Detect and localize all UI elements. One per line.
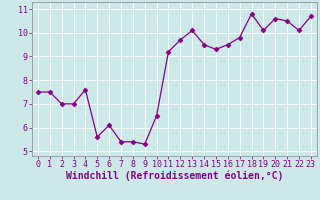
X-axis label: Windchill (Refroidissement éolien,°C): Windchill (Refroidissement éolien,°C)	[66, 171, 283, 181]
